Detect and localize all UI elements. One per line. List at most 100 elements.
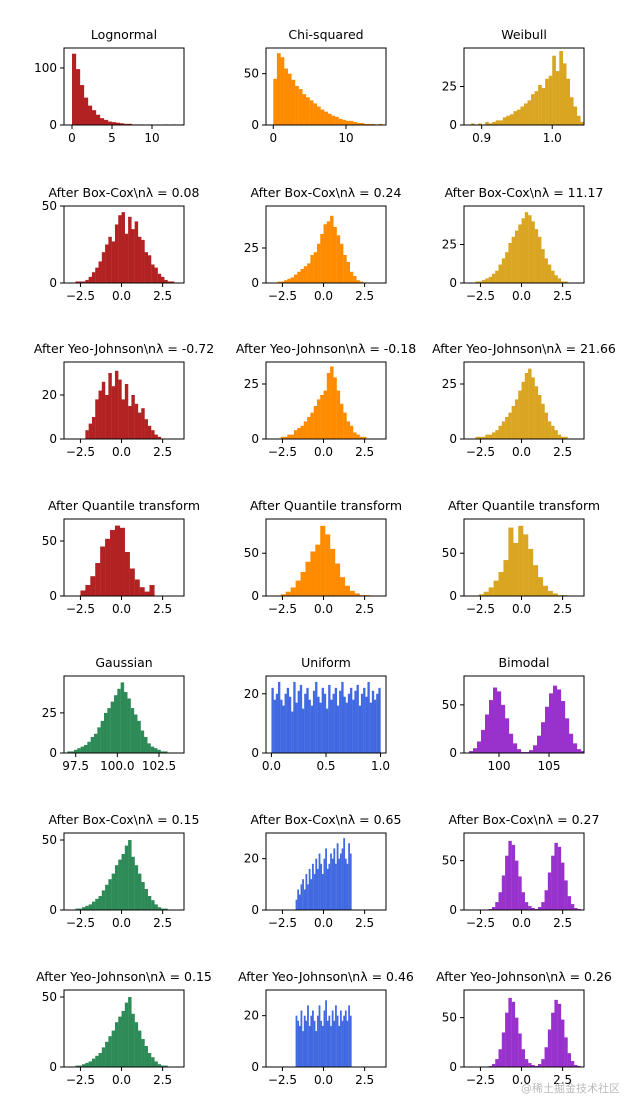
x-tick-label: 0.0: [112, 916, 131, 930]
histogram-bar: [333, 848, 336, 910]
histogram-bar: [560, 281, 565, 283]
histogram-bar: [91, 417, 96, 439]
histogram-bar: [98, 896, 102, 910]
histogram-bar: [141, 882, 145, 910]
histogram-bar: [98, 261, 102, 283]
histogram-bar: [303, 889, 306, 910]
histogram-bar: [574, 908, 578, 910]
histogram-bar: [485, 434, 489, 439]
x-tick-label: 10: [338, 131, 353, 145]
histogram-bar: [371, 123, 376, 125]
x-tick-label: 0.0: [112, 445, 131, 459]
histogram-bar: [330, 366, 334, 439]
histogram-bar: [573, 106, 578, 125]
histogram-bar: [124, 552, 130, 596]
histogram-bar: [320, 234, 324, 283]
x-tick-label: 0.0: [262, 759, 281, 773]
histogram-bar: [495, 902, 499, 910]
histogram-bar: [528, 368, 532, 439]
histogram-bar: [560, 1019, 565, 1067]
histogram-bar: [573, 743, 578, 753]
histogram-bar: [353, 121, 358, 125]
histogram-bar: [160, 751, 165, 753]
x-tick-label: 0.0: [314, 1073, 333, 1087]
histogram-bar: [92, 110, 97, 125]
histogram-bar: [307, 884, 309, 910]
histogram-bar: [492, 121, 496, 125]
histogram-bar: [157, 907, 162, 910]
histogram-bar: [547, 590, 553, 596]
histogram-bar: [302, 1031, 304, 1067]
axes-frame: [463, 989, 585, 1068]
histogram-bar: [313, 103, 318, 125]
subplot-9: After Yeo-Johnson\nλ = 21.66 −2.5 0.0 2.5 0 2…: [432, 341, 616, 459]
histogram-bar: [551, 1012, 555, 1067]
y-tick-label: 25: [42, 706, 57, 720]
histogram-bar: [551, 270, 555, 283]
histogram-bar: [95, 563, 101, 596]
histogram-bar: [160, 1065, 165, 1067]
histogram-bar: [90, 736, 95, 753]
histogram-bar: [88, 1061, 93, 1067]
x-tick-label: 100.0: [100, 759, 134, 773]
histogram-bar: [137, 1030, 142, 1067]
x-tick-label: 0.0: [112, 1073, 131, 1087]
histogram-bar: [134, 579, 140, 596]
histogram-bar: [85, 585, 91, 596]
x-tick-label: −2.5: [66, 916, 95, 930]
y-tick-label: 20: [244, 852, 259, 866]
histogram-bar: [360, 693, 364, 753]
histogram-bar: [108, 236, 112, 283]
histogram-bar: [75, 1065, 79, 1067]
histogram-bar: [349, 271, 354, 283]
histogram-bar: [124, 123, 129, 125]
histogram-bar: [562, 63, 567, 125]
x-tick-label: 2.5: [355, 1073, 374, 1087]
histogram-bar: [349, 853, 352, 910]
histogram-bar: [552, 593, 558, 596]
x-tick-label: −2.5: [466, 289, 495, 303]
histogram-bar: [305, 561, 311, 596]
histogram-bar: [95, 898, 99, 910]
histogram-bar: [544, 1047, 548, 1067]
histogram-bar: [488, 123, 493, 125]
x-tick-label: 2.5: [553, 1073, 572, 1087]
histogram-bar: [295, 702, 298, 753]
histogram-bar: [128, 406, 132, 439]
histogram-bar: [580, 121, 585, 125]
y-tick-label: 50: [42, 833, 57, 847]
histogram-bar: [341, 1020, 344, 1067]
axes-frame: [463, 832, 585, 911]
histogram-bar: [116, 122, 121, 125]
histogram-bar: [518, 224, 522, 283]
x-tick-label: −2.5: [466, 916, 495, 930]
histogram-bar: [306, 97, 310, 125]
axes-frame: [265, 832, 387, 911]
histogram-bar: [308, 868, 311, 910]
histogram-bar: [491, 432, 496, 439]
histogram-bar: [137, 720, 141, 753]
histogram-bar: [493, 687, 498, 753]
histogram-bar: [300, 572, 306, 596]
histogram-bar: [356, 280, 360, 283]
histogram-bar: [348, 843, 350, 910]
histogram-bar: [513, 111, 518, 125]
x-tick-label: 2.5: [553, 445, 572, 459]
histogram-bar: [336, 390, 341, 439]
histogram-bar: [128, 840, 132, 910]
histogram-bar: [105, 538, 111, 596]
histogram-bar: [134, 865, 139, 910]
histogram-bar: [280, 594, 286, 596]
histogram-bar: [325, 534, 331, 596]
x-tick-label: 100: [488, 759, 511, 773]
histogram-bar: [567, 896, 571, 910]
histogram-bar: [100, 720, 105, 753]
histogram-bar: [88, 276, 93, 283]
subplot-title: After Yeo-Johnson\nλ = -0.18: [236, 341, 416, 356]
histogram-bar: [85, 1062, 89, 1067]
histogram-bar: [147, 1053, 152, 1067]
histogram-bar: [284, 693, 287, 753]
subplot-title: Chi-squared: [288, 27, 363, 42]
histogram-bar: [554, 275, 558, 283]
histogram-bar: [521, 218, 525, 283]
